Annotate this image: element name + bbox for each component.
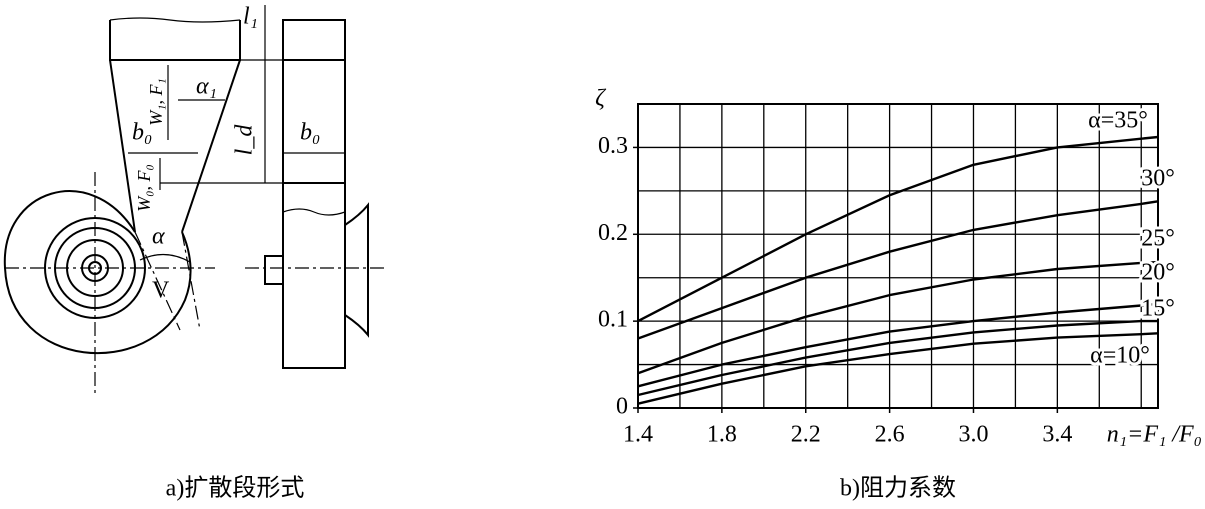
center-line <box>134 231 181 331</box>
curve <box>637 135 1159 323</box>
curve-label: 20° <box>1141 260 1175 286</box>
x-tick-label: 2.2 <box>791 422 821 448</box>
curve <box>637 200 1159 340</box>
curve-label: α=10° <box>1090 343 1150 369</box>
caption: b)阻力系数 <box>840 475 956 502</box>
label: b₀ <box>132 120 152 146</box>
label: W₀, F₀ <box>134 164 154 212</box>
label: V <box>152 278 170 304</box>
label: W₁, F₁ <box>146 78 166 126</box>
diffuser-diagram: l₁ α₁ W₁, F₁ b₀ l_d b₀ W₀, F₀ α V a)扩散段形… <box>3 4 385 502</box>
x-tick-label: 3.4 <box>1042 422 1072 448</box>
x-tick-label: 3.0 <box>958 422 988 448</box>
curve-label: 15° <box>1141 296 1175 322</box>
curve <box>637 332 1159 405</box>
curve <box>637 302 1159 388</box>
duct-outline <box>109 20 241 61</box>
x-tick-label: 2.6 <box>875 422 905 448</box>
break-line <box>282 208 346 216</box>
y-tick-label: 0.2 <box>598 220 628 246</box>
label: α <box>152 224 165 250</box>
y-tick-label: 0 <box>616 394 628 420</box>
x-tick-label: 1.4 <box>623 422 653 448</box>
break-line <box>109 17 241 23</box>
y-axis-label: ζ <box>595 86 607 112</box>
label: α₁ <box>196 74 217 100</box>
curve-label: α=35° <box>1088 108 1148 134</box>
y-tick-label: 0.1 <box>598 307 628 333</box>
flange <box>344 202 369 338</box>
curve-label: 25° <box>1141 226 1175 252</box>
fan-casing <box>3 190 192 355</box>
diffuser-right <box>181 59 241 233</box>
curve <box>637 260 1159 375</box>
label: l_d <box>232 124 258 156</box>
chart: ζ n₁=F₁ /F₀ b)阻力系数 1.4 1.8 2.2 2.6 3.0 3.4 0 0.… <box>595 86 1202 502</box>
x-tick-label: 1.8 <box>707 422 737 448</box>
label: b₀ <box>300 120 320 146</box>
shaft <box>264 255 284 285</box>
diffuser-left <box>109 59 136 233</box>
center-line <box>181 231 201 331</box>
angle-arc <box>139 253 191 263</box>
curve <box>637 319 1158 397</box>
curve-label: 30° <box>1141 166 1175 192</box>
plot-frame <box>637 103 1159 409</box>
side-view <box>282 19 346 369</box>
x-axis-label: n₁=F₁ /F₀ <box>1107 422 1202 448</box>
y-tick-label: 0.3 <box>598 133 628 159</box>
caption: a)扩散段形式 <box>166 475 305 502</box>
label: l₁ <box>243 4 258 30</box>
